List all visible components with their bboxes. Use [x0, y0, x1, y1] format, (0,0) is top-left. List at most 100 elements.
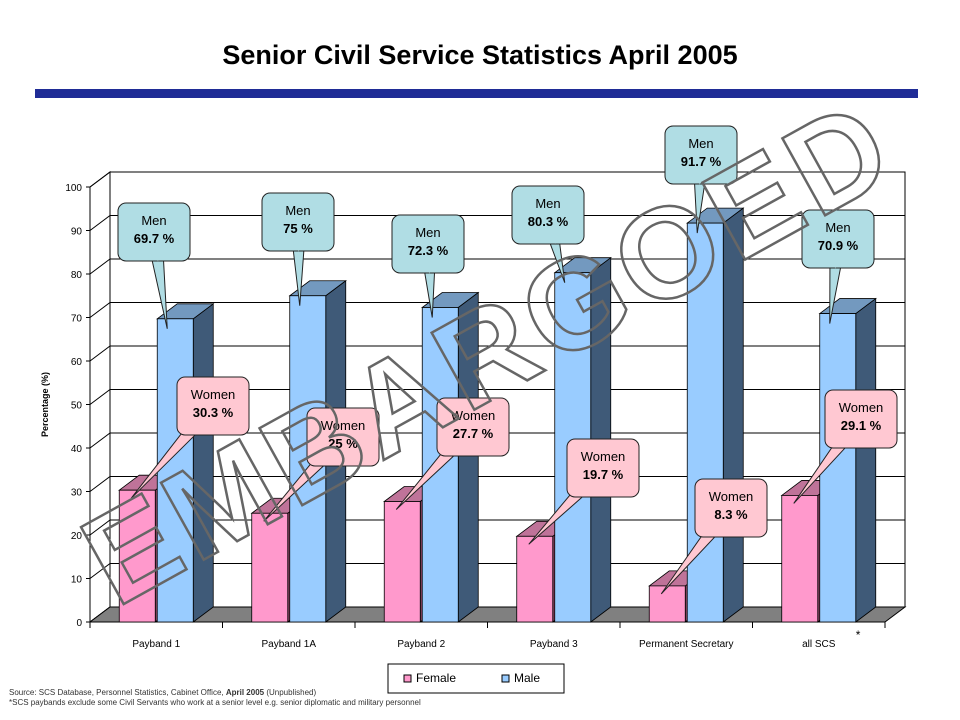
x-tick-label: Payband 1A: [262, 639, 317, 650]
bar-female-front: [516, 535, 554, 623]
callout-men-value: 91.7 %: [681, 154, 722, 169]
gridline: [89, 563, 905, 579]
y-tick-label: 80: [71, 270, 83, 281]
callout-women-label: Women: [839, 400, 884, 415]
callout-men: Men 80.3 %: [511, 185, 585, 283]
callout-men-pointer-join: [422, 243, 434, 274]
source-note: Source: SCS Database, Personnel Statisti…: [9, 688, 421, 708]
callout-men-value: 80.3 %: [528, 214, 569, 229]
gridline: [89, 476, 905, 492]
callout-men-pointer-join: [292, 221, 304, 252]
callout-men-value: 75 %: [283, 221, 313, 236]
callout-women: Women 25 %: [263, 407, 380, 522]
bar-female-front: [118, 489, 156, 623]
callout-men: Men 75 %: [261, 192, 335, 306]
gridline: [89, 432, 905, 449]
callout-women: Women 27.7 %: [395, 397, 510, 510]
callout-women-label: Women: [321, 418, 366, 433]
bar-male-front: [686, 222, 724, 623]
x-tick-label: Payband 3: [530, 639, 578, 650]
callout-women: Women 8.3 %: [660, 478, 768, 595]
callout-women-pointer-join: [193, 402, 218, 429]
callout-women-pointer-join: [842, 415, 866, 443]
legend: Female Male: [387, 663, 565, 694]
gridline: [89, 215, 905, 231]
callout-men: Men 91.7 %: [664, 125, 738, 234]
callout-men-pointer-join: [695, 154, 707, 185]
callout-men-label: Men: [535, 196, 560, 211]
x-tick-label: Payband 2: [397, 639, 445, 650]
bar-female-front: [383, 501, 421, 623]
callout-men-value: 70.9 %: [818, 238, 859, 253]
callout-men-label: Men: [285, 203, 310, 218]
bar-male-side: [855, 297, 877, 623]
callout-women-pointer-join: [322, 433, 348, 459]
y-axis-title: Percentage (%): [40, 372, 50, 437]
callout-women: Women 30.3 %: [130, 376, 250, 499]
callout-men: Men 70.9 %: [801, 209, 875, 324]
callout-men-value: 69.7 %: [134, 231, 175, 246]
legend-swatch-female: [403, 674, 412, 683]
callout-men-value: 72.3 %: [408, 243, 449, 258]
title-rule: [35, 89, 918, 98]
bar-male-front: [156, 318, 194, 623]
y-tick-label: 70: [71, 314, 83, 325]
callout-women-pointer-join: [712, 504, 736, 532]
source-suffix: (Unpublished): [264, 688, 317, 697]
callout-men-pointer-join: [542, 213, 556, 245]
legend-swatch-male: [501, 674, 510, 683]
page-title: Senior Civil Service Statistics April 20…: [222, 40, 738, 70]
gridline: [89, 258, 905, 275]
y-tick-label: 30: [71, 488, 83, 499]
callout-men-label: Men: [688, 136, 713, 151]
callout-women-value: 30.3 %: [193, 405, 234, 420]
source-date: April 2005: [225, 688, 265, 697]
callout-men-label: Men: [825, 220, 850, 235]
y-tick-label: 100: [65, 183, 82, 194]
callout-women-value: 29.1 %: [841, 418, 882, 433]
callout-men: Men 69.7 %: [117, 202, 191, 329]
y-tick-label: 60: [71, 357, 83, 368]
legend-label-female: Female: [416, 671, 456, 685]
callout-women-label: Women: [191, 387, 236, 402]
x-tick-label: all SCS: [802, 639, 836, 650]
callout-women-value: 25 %: [328, 436, 358, 451]
callout-men-label: Men: [415, 225, 440, 240]
callout-women: Women 19.7 %: [528, 438, 640, 545]
source-line-1: Source: SCS Database, Personnel Statisti…: [9, 688, 421, 698]
bar-male: [421, 291, 480, 623]
y-tick-label: 10: [71, 575, 83, 586]
gridline: [89, 389, 905, 405]
callout-women-value: 8.3 %: [714, 507, 748, 522]
callout-men-pointer-join: [832, 238, 844, 269]
gridline: [89, 345, 905, 362]
callout-women-label: Women: [709, 489, 754, 504]
footnote-asterisk: *: [856, 628, 861, 642]
y-tick-label: 50: [71, 401, 83, 412]
callout-women-label: Women: [451, 408, 496, 423]
callout-men: Men 72.3 %: [391, 214, 465, 318]
y-tick-label: 40: [71, 444, 83, 455]
source-prefix: Source: SCS Database, Personnel Statisti…: [9, 688, 226, 697]
source-line-2: *SCS paybands exclude some Civil Servant…: [9, 698, 421, 707]
callout-men-pointer-join: [148, 231, 160, 262]
legend-label-male: Male: [514, 671, 540, 685]
callout-women-pointer-join: [582, 464, 608, 490]
legend-box: [387, 663, 565, 694]
bar-female-front: [648, 585, 686, 623]
bar-female-front: [781, 495, 819, 623]
callout-women: Women 29.1 %: [793, 389, 898, 504]
y-tick-label: 90: [71, 227, 83, 238]
callout-men-label: Men: [141, 213, 166, 228]
gridline: [89, 519, 905, 536]
callout-women-label: Women: [581, 449, 626, 464]
x-tick-label: Permanent Secretary: [639, 639, 734, 650]
gridline: [89, 171, 905, 188]
gridline: [89, 302, 905, 318]
callout-women-pointer-join: [452, 423, 478, 449]
callout-women-value: 19.7 %: [583, 467, 624, 482]
y-tick-label: 0: [76, 618, 82, 629]
y-tick-label: 20: [71, 531, 83, 542]
callout-women-value: 27.7 %: [453, 426, 494, 441]
